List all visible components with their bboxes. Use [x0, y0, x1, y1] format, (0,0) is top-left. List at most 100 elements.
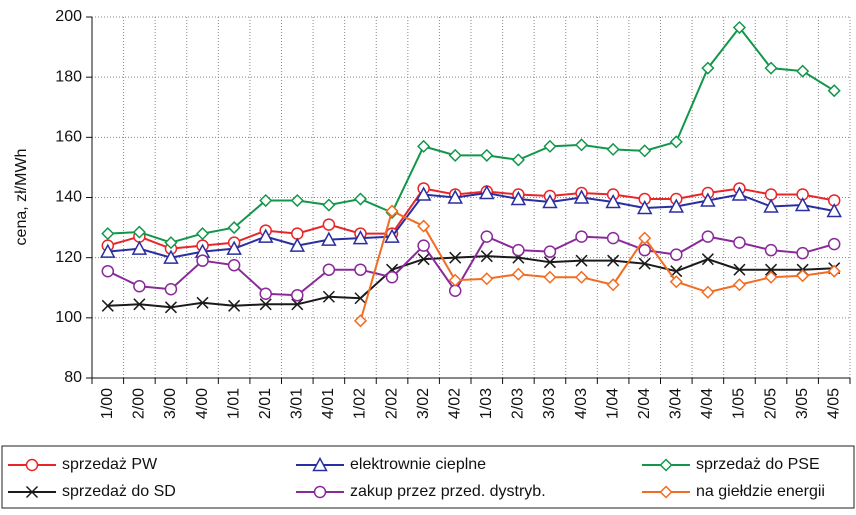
- marker: [668, 198, 685, 213]
- marker: [574, 138, 589, 152]
- marker: [257, 228, 274, 243]
- y-tick-label: 80: [64, 369, 82, 386]
- marker: [669, 135, 683, 149]
- marker: [227, 258, 241, 272]
- marker: [164, 301, 177, 314]
- marker: [763, 198, 779, 213]
- marker: [132, 225, 146, 239]
- marker: [25, 458, 39, 472]
- marker: [322, 218, 336, 231]
- marker: [196, 254, 209, 267]
- y-tick-label: 180: [55, 68, 82, 85]
- marker: [732, 20, 747, 35]
- marker: [131, 240, 148, 255]
- marker: [164, 236, 178, 250]
- marker: [826, 202, 842, 218]
- y-tick-label: 100: [55, 309, 82, 326]
- marker: [290, 193, 304, 208]
- marker: [659, 458, 673, 472]
- legend-label: na giełdzie energii: [696, 483, 825, 500]
- marker: [417, 139, 431, 153]
- x-tick-label: 4/01: [320, 388, 337, 419]
- x-tick-label: 2/05: [762, 388, 779, 419]
- marker: [417, 253, 430, 266]
- marker: [322, 198, 336, 212]
- marker: [196, 296, 209, 309]
- marker: [417, 239, 430, 252]
- x-tick-label: 1/05: [731, 388, 748, 419]
- marker: [313, 485, 327, 499]
- marker: [573, 189, 590, 204]
- x-tick-label: 3/05: [794, 388, 811, 419]
- marker: [322, 263, 336, 276]
- marker: [606, 231, 620, 245]
- x-tick-label: 3/00: [162, 388, 179, 419]
- marker: [511, 153, 525, 167]
- marker: [448, 148, 462, 162]
- marker: [289, 237, 306, 252]
- x-tick-label: 4/05: [825, 388, 842, 419]
- marker: [448, 273, 462, 287]
- x-tick-label: 4/02: [446, 388, 463, 419]
- marker: [226, 240, 242, 255]
- marker: [354, 263, 367, 276]
- marker: [384, 228, 400, 243]
- marker: [607, 254, 620, 267]
- marker: [574, 270, 589, 284]
- marker: [575, 230, 588, 243]
- marker: [638, 231, 652, 245]
- x-tick-label: 2/04: [636, 388, 653, 419]
- marker: [638, 257, 651, 270]
- marker: [796, 64, 810, 78]
- y-tick-label: 140: [55, 189, 82, 206]
- marker: [765, 263, 778, 276]
- marker: [543, 256, 556, 269]
- marker: [417, 219, 431, 233]
- x-tick-label: 1/03: [478, 388, 495, 419]
- marker: [479, 184, 495, 200]
- marker: [312, 456, 328, 472]
- marker: [636, 199, 653, 215]
- y-tick-label: 120: [55, 249, 82, 266]
- marker: [701, 285, 715, 299]
- marker: [480, 230, 494, 243]
- marker: [163, 249, 179, 264]
- x-tick-label: 1/00: [99, 388, 116, 419]
- marker: [25, 485, 39, 499]
- marker: [731, 186, 748, 201]
- marker: [448, 284, 462, 298]
- marker: [447, 189, 463, 204]
- marker: [764, 243, 778, 257]
- x-tick-label: 3/01: [289, 388, 306, 419]
- marker: [227, 221, 241, 235]
- marker: [638, 243, 651, 257]
- x-tick-label: 2/00: [131, 388, 148, 419]
- marker: [796, 269, 810, 283]
- x-tick-label: 3/04: [668, 388, 685, 419]
- marker: [385, 204, 399, 218]
- marker: [510, 190, 527, 206]
- marker: [259, 193, 273, 208]
- marker: [101, 227, 115, 241]
- marker: [670, 248, 683, 261]
- x-tick-label: 1/04: [604, 388, 621, 419]
- marker: [732, 278, 747, 292]
- legend-label: elektrownie cieplne: [350, 456, 486, 473]
- marker: [606, 142, 620, 156]
- marker: [101, 299, 114, 312]
- marker: [543, 139, 557, 153]
- series-line: [107, 255, 835, 309]
- marker: [480, 250, 493, 263]
- x-tick-label: 2/01: [257, 388, 274, 419]
- marker: [322, 290, 335, 303]
- marker: [701, 253, 714, 266]
- x-tick-label: 4/04: [699, 388, 716, 419]
- marker: [764, 270, 778, 284]
- marker: [659, 485, 673, 499]
- x-tick-label: 1/02: [352, 388, 369, 419]
- marker: [228, 299, 241, 312]
- marker: [415, 186, 432, 201]
- marker: [605, 193, 621, 209]
- marker: [291, 227, 304, 240]
